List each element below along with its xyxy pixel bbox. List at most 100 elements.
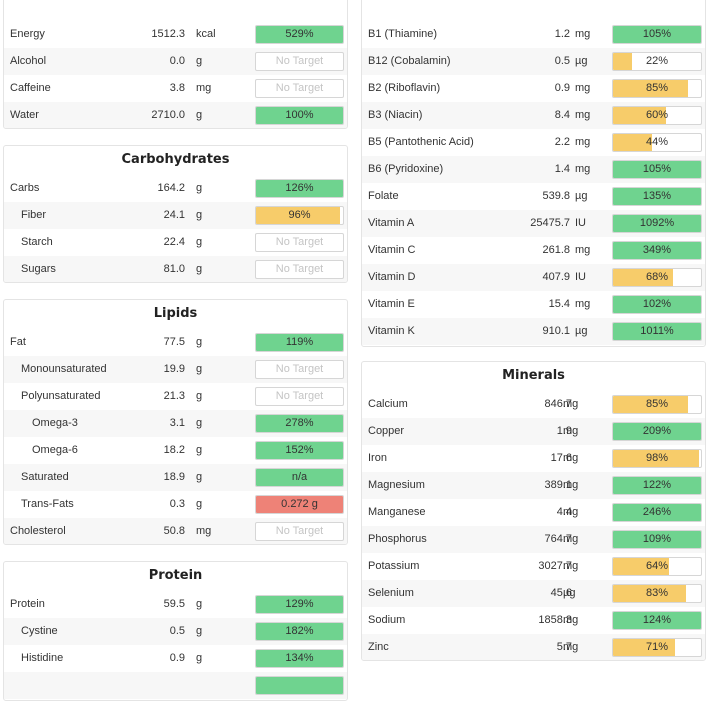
nutrient-amount: 261.8 [542,244,570,256]
nutrient-unit: g [196,471,203,483]
target-progress-bar: No Target [255,260,344,279]
progress-label: 119% [285,336,314,348]
nutrient-name: Magnesium [368,479,425,491]
progress-label: No Target [275,55,324,67]
nutrient-name: Water [10,109,39,121]
panel-rows-carbohydrates: Carbs 164.2 g 126% Fiber 24.1 g 96% Starch 22.4 g N… [4,175,347,282]
target-progress-bar: 124% [612,611,702,630]
panel-carbohydrates: Carbohydrates Carbs 164.2 g 126% Fiber 24.1 g 96… [3,145,348,283]
nutrient-row: Calcium 846.7 mg 85% [362,391,705,418]
nutrient-row: Omega-6 18.2 g 152% [4,437,347,464]
progress-label: 0.272 g [281,498,318,510]
progress-fill [256,107,343,124]
panel-title-general: General [4,0,347,3]
target-progress-bar: 246% [612,503,702,522]
nutrient-unit: g [196,363,203,375]
target-progress-bar: 85% [612,79,702,98]
nutrient-amount: 24.1 [163,209,185,221]
nutrient-row: B5 (Pantothenic Acid) 2.2 mg 44% [362,129,705,156]
progress-label: 60% [645,109,669,121]
nutrient-unit: mg [575,163,591,175]
progress-label: No Target [275,363,324,375]
nutrient-unit: IU [575,271,586,283]
target-progress-bar: 105% [612,160,702,179]
nutrient-amount: 19.9 [163,363,185,375]
progress-fill [613,242,701,259]
target-progress-bar: 0.272 g [255,495,344,514]
progress-fill [613,531,701,548]
progress-label: 100% [285,109,314,121]
progress-label: 349% [642,244,672,256]
nutrient-row: Potassium 3027.7 mg 64% [362,553,705,580]
nutrient-amount: 59.5 [163,598,185,610]
nutrient-amount: 8.4 [554,109,570,121]
nutrient-amount: 0.9 [554,82,570,94]
target-progress-bar: 64% [612,557,702,576]
target-progress-bar: No Target [255,79,344,98]
progress-label: 152% [285,444,314,456]
nutrient-row: Vitamin C 261.8 mg 349% [362,237,705,264]
nutrient-row: Alcohol 0.0 g No Target [4,48,347,75]
nutrient-name: Histidine [21,652,64,664]
nutrient-amount: 164.2 [157,182,185,194]
nutrient-unit: mg [575,28,591,40]
nutrient-row: Zinc 5.7 mg 71% [362,634,705,660]
progress-fill [256,207,340,224]
progress-label: No Target [275,236,324,248]
nutrient-unit: mg [563,641,579,653]
nutrient-unit: g [196,55,203,67]
target-progress-bar: 100% [255,106,344,125]
nutrient-unit: g [196,652,203,664]
panel-minerals: Minerals Calcium 846.7 mg 85% Copper 1.9 mg 209%… [361,361,706,661]
panel-rows-protein: Protein 59.5 g 129% Cystine 0.5 g 182% Histidine… [4,591,347,699]
nutrient-unit: g [196,236,203,248]
target-progress-bar: No Target [255,522,344,541]
progress-fill [613,477,701,494]
panel-title-vitamins: Vitamins [362,0,705,3]
nutrient-row: Folate 539.8 µg 135% [362,183,705,210]
nutrient-unit: mg [575,109,591,121]
nutrient-unit: g [196,444,203,456]
target-progress-bar: 1011% [612,322,702,341]
nutrient-amount: 407.9 [542,271,570,283]
progress-label: 102% [642,298,672,310]
nutrient-row: Water 2710.0 g 100% [4,102,347,128]
nutrient-row: Energy 1512.3 kcal 529% [4,21,347,48]
target-progress-bar: No Target [255,387,344,406]
progress-label [256,677,343,694]
progress-fill [613,296,701,313]
nutrient-unit: mg [563,452,579,464]
nutrient-row: Vitamin A 25475.7 IU 1092% [362,210,705,237]
right-column: Vitamins B1 (Thiamine) 1.2 mg 105% B12 (Cobal… [361,0,706,677]
target-progress-bar: 278% [255,414,344,433]
nutrient-row: Vitamin K 910.1 µg 1011% [362,318,705,345]
nutrient-name: Starch [21,236,53,248]
nutrient-amount: 2.2 [554,136,570,148]
progress-fill [256,442,343,459]
nutrient-name: Calcium [368,398,408,410]
nutrient-unit: g [196,209,203,221]
progress-fill [613,585,687,602]
nutrient-name: Sugars [21,263,56,275]
nutrient-amount: 389.1 [544,479,572,491]
nutrient-amount: 5.7 [556,641,572,653]
panel-rows-minerals: Calcium 846.7 mg 85% Copper 1.9 mg 209% Iron 17.6… [362,391,705,660]
nutrient-unit: mg [196,525,212,537]
nutrient-unit: kcal [196,28,216,40]
nutrient-name: Vitamin D [368,271,416,283]
progress-fill [613,269,673,286]
target-progress-bar: 83% [612,584,702,603]
progress-fill [613,26,701,43]
nutrient-unit: mg [563,479,579,491]
progress-fill [256,26,343,43]
progress-label: 83% [645,587,669,599]
progress-label: No Target [275,82,324,94]
progress-label: 68% [645,271,669,283]
nutrient-amount: 1858.3 [538,614,572,626]
nutrient-amount: 81.0 [163,263,185,275]
progress-fill [613,53,633,70]
target-progress-bar [255,676,344,695]
nutrient-amount: 77.5 [163,336,185,348]
nutrient-amount: 0.5 [169,625,185,637]
nutrient-row: Caffeine 3.8 mg No Target [4,75,347,102]
